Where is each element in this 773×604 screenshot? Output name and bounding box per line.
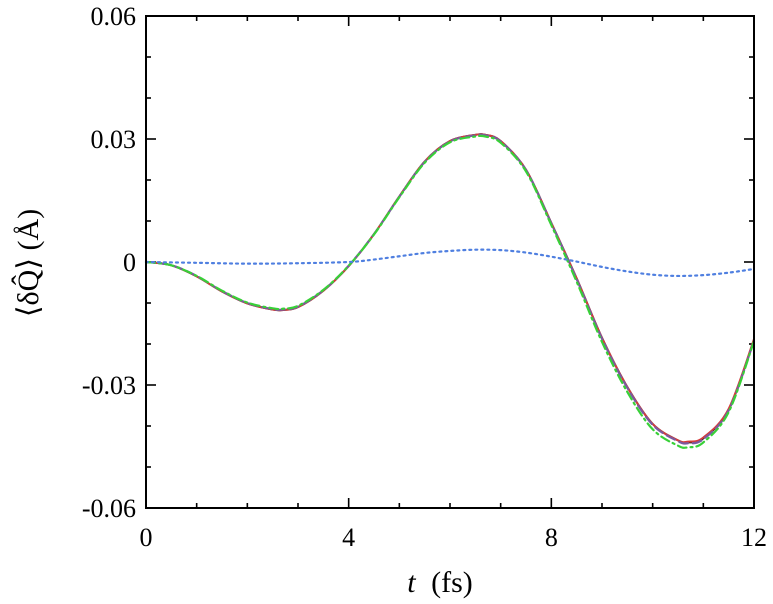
x-tick-label: 8 <box>545 523 558 552</box>
y-tick-label: -0.03 <box>82 371 136 400</box>
x-tick-label: 12 <box>741 523 767 552</box>
y-tick-label: 0.03 <box>91 125 137 154</box>
series-line-2 <box>145 133 755 444</box>
series-line-1 <box>145 133 755 444</box>
plot-frame <box>145 15 755 509</box>
tick-labels: 0 4 8 12 -0.06 -0.03 0 0.03 0.06 <box>82 2 767 552</box>
series-line-5 <box>144 248 756 278</box>
x-axis-label-symbol: t <box>407 566 416 599</box>
y-tick-label: 0.06 <box>91 2 137 31</box>
x-axis-label-unit: (fs) <box>431 566 473 599</box>
series-line-3 <box>144 133 756 445</box>
y-axis-label: ⟨δQ̂⟩ (Å) <box>11 209 45 317</box>
y-tick-label: 0 <box>123 248 136 277</box>
series-lines <box>144 133 756 449</box>
x-tick-label: 4 <box>342 523 355 552</box>
x-axis-label: t (fs) <box>407 566 473 599</box>
x-tick-label: 0 <box>140 523 153 552</box>
axis-ticks <box>145 15 755 509</box>
y-tick-label: -0.06 <box>82 494 136 523</box>
series-line-4 <box>144 134 756 449</box>
